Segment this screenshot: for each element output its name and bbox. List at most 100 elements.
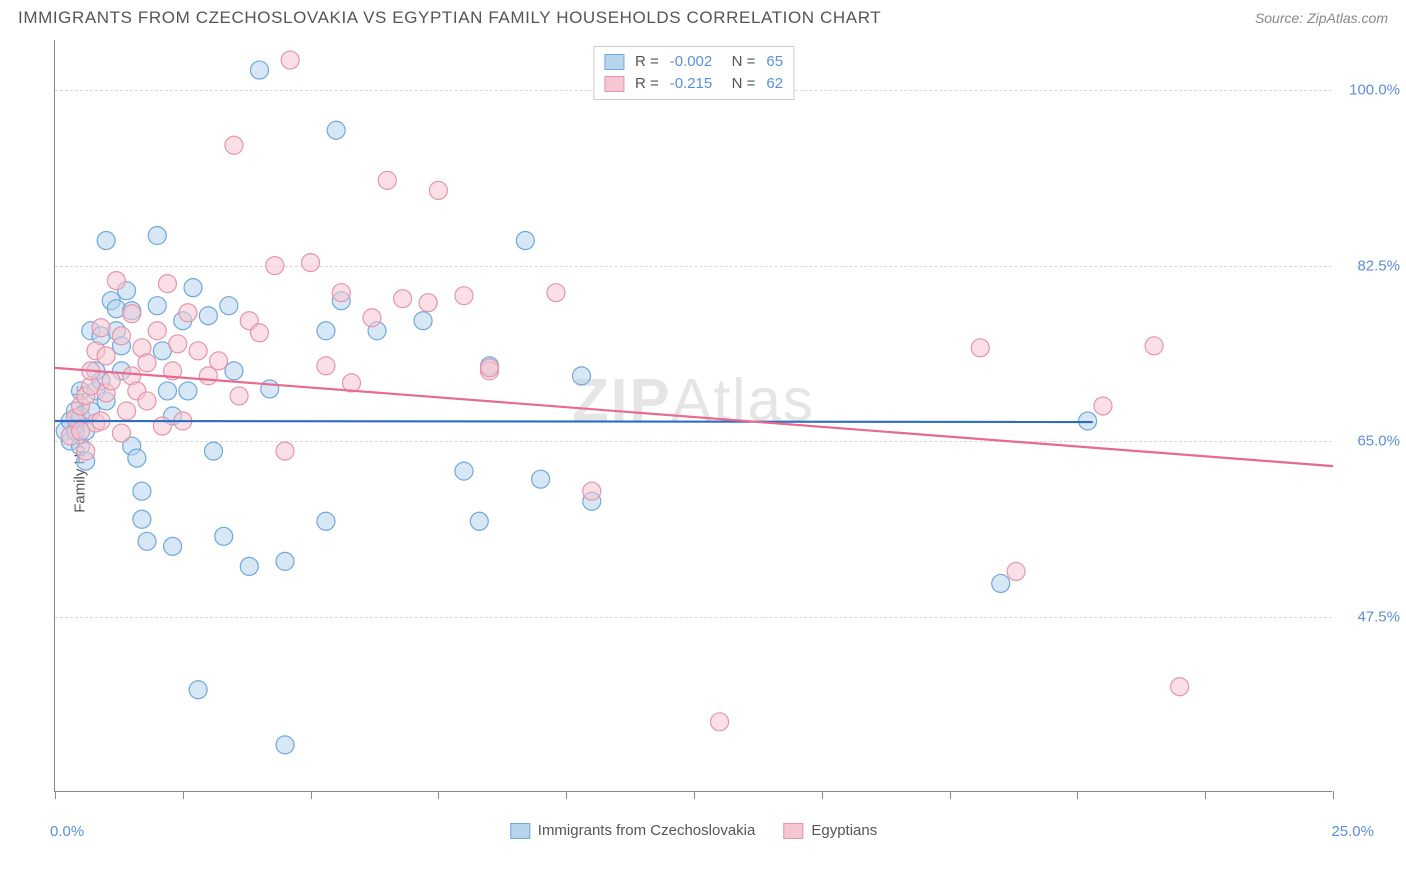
x-tick	[1077, 791, 1078, 799]
data-point	[1145, 337, 1163, 355]
scatter-svg	[55, 40, 1332, 791]
data-point	[179, 382, 197, 400]
x-tick	[55, 791, 56, 799]
data-point	[414, 312, 432, 330]
data-point	[164, 537, 182, 555]
data-point	[261, 380, 279, 398]
legend-bottom-swatch-1	[783, 823, 803, 839]
x-tick	[311, 791, 312, 799]
source-attribution: Source: ZipAtlas.com	[1255, 10, 1388, 26]
data-point	[189, 681, 207, 699]
data-point	[158, 382, 176, 400]
data-point	[470, 512, 488, 530]
data-point	[266, 257, 284, 275]
y-tick-label: 65.0%	[1357, 433, 1400, 450]
data-point	[230, 387, 248, 405]
x-tick	[1333, 791, 1334, 799]
y-tick-label: 47.5%	[1357, 608, 1400, 625]
data-point	[240, 557, 258, 575]
data-point	[516, 232, 534, 250]
data-point	[332, 284, 350, 302]
legend-swatch-1	[604, 76, 624, 92]
data-point	[971, 339, 989, 357]
data-point	[455, 287, 473, 305]
x-tick	[950, 791, 951, 799]
data-point	[573, 367, 591, 385]
legend-row-series-1: R = -0.215 N = 62	[604, 73, 783, 95]
x-tick	[566, 791, 567, 799]
data-point	[148, 227, 166, 245]
data-point	[210, 352, 228, 370]
data-point	[481, 359, 499, 377]
data-point	[1094, 397, 1112, 415]
trend-line	[55, 421, 1093, 422]
data-point	[215, 527, 233, 545]
trend-line	[55, 368, 1333, 466]
data-point	[112, 327, 130, 345]
data-point	[225, 362, 243, 380]
chart-container: Family Households ZIPAtlas 47.5%65.0%82.…	[18, 34, 1388, 864]
data-point	[547, 284, 565, 302]
source-prefix: Source:	[1255, 10, 1307, 26]
data-point	[179, 304, 197, 322]
plot-area: ZIPAtlas 47.5%65.0%82.5%100.0% R = -0.00…	[54, 40, 1332, 792]
data-point	[302, 254, 320, 272]
legend-series: Immigrants from Czechoslovakia Egyptians	[510, 822, 877, 839]
data-point	[394, 290, 412, 308]
x-tick	[183, 791, 184, 799]
data-point	[199, 307, 217, 325]
legend-correlation: R = -0.002 N = 65 R = -0.215 N = 62	[593, 46, 794, 100]
data-point	[276, 442, 294, 460]
x-tick	[438, 791, 439, 799]
data-point	[158, 275, 176, 293]
data-point	[153, 417, 171, 435]
legend-r-value-0: -0.002	[670, 51, 713, 73]
data-point	[102, 372, 120, 390]
legend-r-value-1: -0.215	[670, 73, 713, 95]
source-name: ZipAtlas.com	[1307, 10, 1388, 26]
legend-r-label: R =	[635, 73, 659, 95]
data-point	[169, 335, 187, 353]
x-tick	[694, 791, 695, 799]
data-point	[123, 305, 141, 323]
data-point	[138, 354, 156, 372]
data-point	[118, 402, 136, 420]
data-point	[250, 324, 268, 342]
data-point	[250, 61, 268, 79]
data-point	[455, 462, 473, 480]
data-point	[532, 470, 550, 488]
legend-bottom-swatch-0	[510, 823, 530, 839]
data-point	[711, 713, 729, 731]
legend-r-label: R =	[635, 51, 659, 73]
data-point	[128, 449, 146, 467]
data-point	[1007, 562, 1025, 580]
data-point	[133, 482, 151, 500]
legend-item-0: Immigrants from Czechoslovakia	[510, 822, 756, 839]
legend-n-label: N =	[723, 73, 755, 95]
x-axis-min-label: 0.0%	[50, 823, 84, 840]
data-point	[97, 347, 115, 365]
data-point	[184, 279, 202, 297]
x-axis-max-label: 25.0%	[1331, 823, 1374, 840]
legend-swatch-0	[604, 54, 624, 70]
data-point	[77, 442, 95, 460]
data-point	[281, 51, 299, 69]
legend-item-1: Egyptians	[783, 822, 877, 839]
data-point	[317, 357, 335, 375]
data-point	[419, 294, 437, 312]
legend-bottom-label-1: Egyptians	[811, 822, 877, 839]
data-point	[317, 512, 335, 530]
legend-n-label: N =	[723, 51, 755, 73]
header: IMMIGRANTS FROM CZECHOSLOVAKIA VS EGYPTI…	[0, 0, 1406, 34]
data-point	[133, 510, 151, 528]
x-tick	[822, 791, 823, 799]
legend-n-value-1: 62	[766, 73, 783, 95]
data-point	[583, 482, 601, 500]
chart-title: IMMIGRANTS FROM CZECHOSLOVAKIA VS EGYPTI…	[18, 8, 881, 28]
legend-row-series-0: R = -0.002 N = 65	[604, 51, 783, 73]
legend-bottom-label-0: Immigrants from Czechoslovakia	[538, 822, 756, 839]
data-point	[220, 297, 238, 315]
y-tick-label: 82.5%	[1357, 257, 1400, 274]
data-point	[378, 171, 396, 189]
y-tick-label: 100.0%	[1349, 82, 1400, 99]
